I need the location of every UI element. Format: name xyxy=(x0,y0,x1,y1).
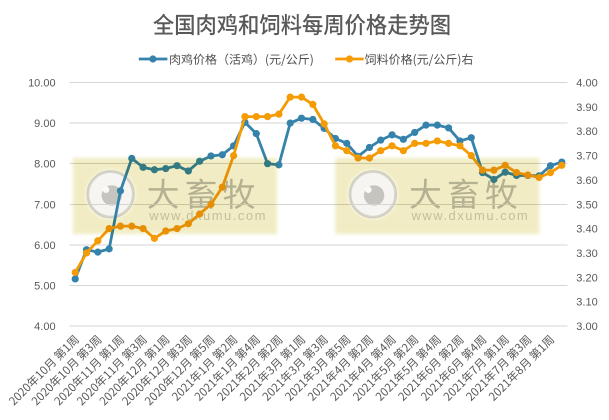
svg-text:7.00: 7.00 xyxy=(34,199,55,211)
svg-text:3.70: 3.70 xyxy=(576,151,597,163)
svg-text:3.10: 3.10 xyxy=(576,297,597,309)
svg-text:4.00: 4.00 xyxy=(34,321,55,333)
svg-text:8.00: 8.00 xyxy=(34,159,55,171)
svg-text:4.00: 4.00 xyxy=(576,78,597,90)
svg-text:3.60: 3.60 xyxy=(576,175,597,187)
svg-text:3.30: 3.30 xyxy=(576,248,597,260)
svg-text:9.00: 9.00 xyxy=(34,118,55,130)
svg-text:3.50: 3.50 xyxy=(576,199,597,211)
svg-text:3.80: 3.80 xyxy=(576,126,597,138)
svg-text:5.00: 5.00 xyxy=(34,280,55,292)
svg-text:3.40: 3.40 xyxy=(576,224,597,236)
svg-text:10.00: 10.00 xyxy=(28,78,56,90)
svg-text:3.00: 3.00 xyxy=(576,321,597,333)
svg-text:3.20: 3.20 xyxy=(576,272,597,284)
svg-text:6.00: 6.00 xyxy=(34,240,55,252)
svg-text:3.90: 3.90 xyxy=(576,102,597,114)
